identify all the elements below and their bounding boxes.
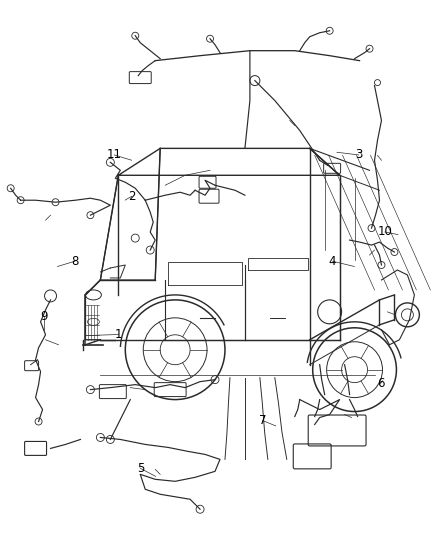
- Text: 3: 3: [355, 148, 362, 161]
- Text: 1: 1: [115, 328, 122, 341]
- Text: 9: 9: [41, 311, 48, 324]
- Text: 10: 10: [378, 225, 392, 238]
- Text: 2: 2: [128, 190, 135, 203]
- Text: 5: 5: [137, 462, 144, 475]
- Text: 7: 7: [259, 414, 266, 427]
- Text: 6: 6: [377, 377, 384, 390]
- Text: 4: 4: [329, 255, 336, 268]
- Text: 8: 8: [71, 255, 78, 268]
- Text: 11: 11: [107, 148, 122, 161]
